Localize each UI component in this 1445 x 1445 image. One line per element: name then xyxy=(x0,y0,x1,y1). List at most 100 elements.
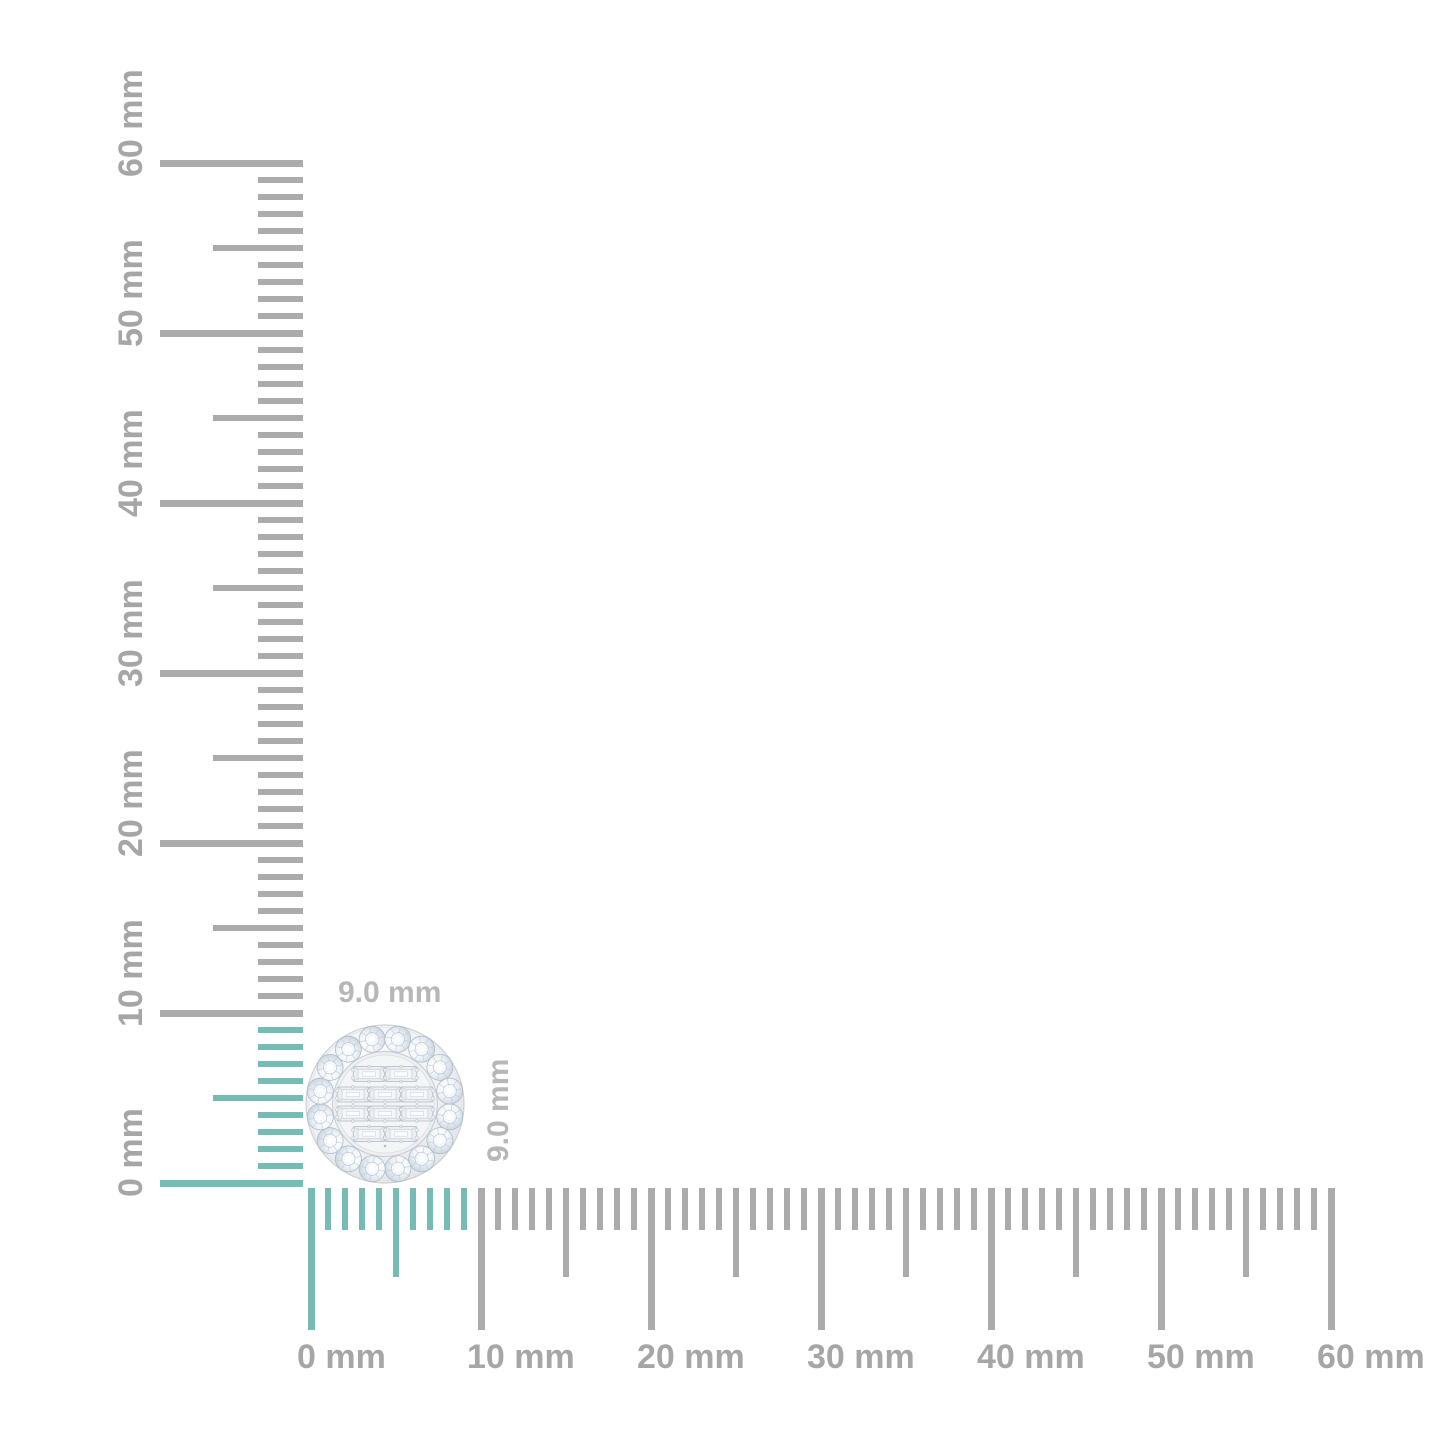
horizontal-ruler-tick xyxy=(512,1188,518,1230)
width-dimension-label: 9.0 mm xyxy=(338,976,442,1009)
vertical-ruler-tick xyxy=(258,976,303,982)
horizontal-ruler-label: 40 mm xyxy=(977,1338,1085,1376)
horizontal-ruler-tick xyxy=(597,1188,603,1230)
horizontal-ruler-label: 50 mm xyxy=(1147,1338,1255,1376)
vertical-ruler-tick xyxy=(160,159,303,167)
vertical-ruler-tick xyxy=(213,1095,303,1101)
vertical-ruler-label: 50 mm xyxy=(112,239,150,347)
vertical-ruler-tick xyxy=(258,1112,303,1118)
horizontal-ruler-tick xyxy=(937,1188,943,1230)
vertical-ruler-tick xyxy=(258,1044,303,1050)
vertical-ruler-tick xyxy=(258,568,303,574)
plate-detail-dot xyxy=(383,1144,387,1148)
horizontal-ruler-tick xyxy=(1260,1188,1266,1230)
horizontal-ruler-tick xyxy=(359,1188,365,1230)
horizontal-ruler-tick xyxy=(1005,1188,1011,1230)
horizontal-ruler-tick xyxy=(903,1188,909,1277)
vertical-ruler-tick xyxy=(258,347,303,353)
horizontal-ruler-tick xyxy=(1107,1188,1113,1230)
vertical-ruler-tick xyxy=(160,839,303,847)
vertical-ruler-tick xyxy=(258,296,303,302)
vertical-ruler-tick xyxy=(258,313,303,319)
vertical-ruler-tick xyxy=(258,823,303,829)
horizontal-ruler-tick xyxy=(495,1188,501,1230)
horizontal-ruler-tick xyxy=(835,1188,841,1230)
height-dimension-label: 9.0 mm xyxy=(482,1058,515,1162)
horizontal-ruler-tick xyxy=(716,1188,722,1230)
vertical-ruler-tick xyxy=(213,585,303,591)
horizontal-ruler-tick xyxy=(325,1188,331,1230)
vertical-ruler-tick xyxy=(258,721,303,727)
horizontal-ruler-tick xyxy=(1327,1188,1335,1330)
horizontal-ruler-tick xyxy=(376,1188,382,1230)
horizontal-ruler-tick xyxy=(971,1188,977,1230)
vertical-ruler-tick xyxy=(258,874,303,880)
vertical-ruler-label: 10 mm xyxy=(112,919,150,1027)
horizontal-ruler-tick xyxy=(1022,1188,1028,1230)
vertical-ruler-tick xyxy=(258,534,303,540)
horizontal-ruler-tick xyxy=(1243,1188,1249,1277)
horizontal-ruler-tick xyxy=(546,1188,552,1230)
horizontal-ruler-tick xyxy=(427,1188,433,1230)
vertical-ruler-tick xyxy=(258,704,303,710)
earring-product-image xyxy=(305,1024,465,1184)
horizontal-ruler-tick xyxy=(307,1188,315,1330)
vertical-ruler-tick xyxy=(258,857,303,863)
horizontal-ruler-tick xyxy=(461,1188,467,1230)
vertical-ruler-tick xyxy=(258,653,303,659)
vertical-ruler-tick xyxy=(258,398,303,404)
vertical-ruler-tick xyxy=(258,619,303,625)
vertical-ruler-tick xyxy=(258,1146,303,1152)
horizontal-ruler-tick xyxy=(784,1188,790,1230)
horizontal-ruler-tick xyxy=(410,1188,416,1230)
horizontal-ruler-tick xyxy=(444,1188,450,1230)
vertical-ruler-tick xyxy=(258,806,303,812)
vertical-ruler-tick xyxy=(258,602,303,608)
vertical-ruler-tick xyxy=(160,499,303,507)
horizontal-ruler-tick xyxy=(1192,1188,1198,1230)
vertical-ruler-label: 60 mm xyxy=(112,69,150,177)
horizontal-ruler-label: 0 mm xyxy=(297,1338,386,1376)
vertical-ruler-tick xyxy=(258,738,303,744)
horizontal-ruler-tick xyxy=(647,1188,655,1330)
vertical-ruler-label: 40 mm xyxy=(112,409,150,517)
vertical-ruler-tick xyxy=(258,1061,303,1067)
vertical-ruler-tick xyxy=(160,1179,303,1187)
horizontal-ruler-tick xyxy=(869,1188,875,1230)
vertical-ruler-tick xyxy=(258,432,303,438)
horizontal-ruler-tick xyxy=(920,1188,926,1230)
horizontal-ruler-tick xyxy=(580,1188,586,1230)
horizontal-ruler-tick xyxy=(1141,1188,1147,1230)
horizontal-ruler-label: 30 mm xyxy=(807,1338,915,1376)
vertical-ruler-tick xyxy=(258,466,303,472)
vertical-ruler-tick xyxy=(213,755,303,761)
vertical-ruler-tick xyxy=(258,789,303,795)
vertical-ruler-tick xyxy=(258,1078,303,1084)
vertical-ruler-tick xyxy=(258,908,303,914)
vertical-ruler-tick xyxy=(160,669,303,677)
horizontal-ruler-tick xyxy=(699,1188,705,1230)
horizontal-ruler-label: 60 mm xyxy=(1317,1338,1425,1376)
vertical-ruler-tick xyxy=(213,415,303,421)
horizontal-ruler-tick xyxy=(477,1188,485,1330)
horizontal-ruler-tick xyxy=(1175,1188,1181,1230)
vertical-ruler-tick xyxy=(258,449,303,455)
vertical-ruler-tick xyxy=(258,262,303,268)
horizontal-ruler-tick xyxy=(665,1188,671,1230)
vertical-ruler-tick xyxy=(258,1163,303,1169)
vertical-ruler-tick xyxy=(258,636,303,642)
vertical-ruler-tick xyxy=(258,772,303,778)
horizontal-ruler-tick xyxy=(1090,1188,1096,1230)
horizontal-ruler-label: 20 mm xyxy=(637,1338,745,1376)
horizontal-ruler-tick xyxy=(750,1188,756,1230)
vertical-ruler-tick xyxy=(258,687,303,693)
horizontal-ruler-tick xyxy=(733,1188,739,1277)
horizontal-ruler-tick xyxy=(801,1188,807,1230)
horizontal-ruler-tick xyxy=(817,1188,825,1330)
horizontal-ruler-tick xyxy=(1226,1188,1232,1230)
horizontal-ruler-tick xyxy=(954,1188,960,1230)
horizontal-ruler-tick xyxy=(393,1188,399,1277)
horizontal-ruler-tick xyxy=(1157,1188,1165,1330)
vertical-ruler-label: 0 mm xyxy=(112,1108,150,1197)
